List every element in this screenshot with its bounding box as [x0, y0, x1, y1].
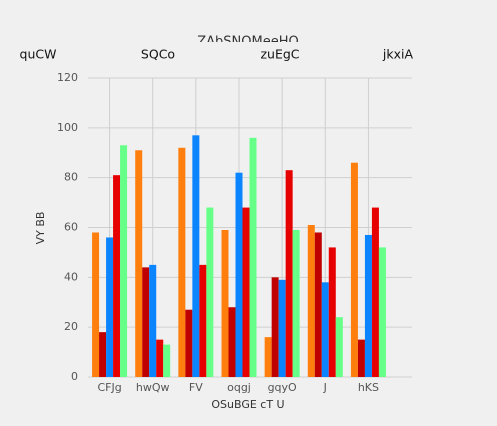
legend-label: SQCo	[141, 47, 175, 62]
bar	[321, 282, 329, 377]
x-tick-label: FV	[189, 381, 203, 394]
bar	[106, 237, 114, 377]
bar	[221, 229, 229, 377]
bar	[149, 264, 157, 377]
legend-label: quCW	[20, 47, 57, 62]
bar	[199, 264, 207, 377]
bar	[228, 307, 236, 377]
bar	[278, 279, 286, 377]
x-tick-label: CFJg	[97, 381, 121, 394]
bar	[314, 232, 322, 377]
y-axis-label: VY BB	[34, 212, 47, 245]
bar	[235, 172, 243, 377]
bar	[292, 229, 300, 377]
bar	[163, 344, 171, 377]
bar	[135, 150, 143, 377]
bar	[156, 339, 164, 377]
bar	[249, 137, 257, 377]
x-tick-label: gqyO	[268, 381, 297, 394]
bar	[285, 170, 293, 377]
bar	[307, 225, 315, 377]
bar	[142, 267, 150, 377]
bar	[192, 135, 200, 377]
chart-title: ZAbSNQMeeHQ	[197, 35, 298, 50]
bar	[113, 175, 121, 377]
x-tick-label: oqgj	[227, 381, 251, 394]
y-tick-label: 40	[64, 270, 78, 283]
bar	[364, 234, 372, 377]
y-tick-label: 100	[57, 121, 78, 134]
legend-label: jkxiA	[382, 47, 414, 62]
y-tick-label: 0	[71, 370, 78, 383]
x-tick-label: J	[323, 381, 327, 394]
bar	[178, 147, 186, 377]
x-tick-label: hKS	[358, 381, 379, 394]
bar	[271, 277, 279, 377]
bar	[357, 339, 365, 377]
bar	[378, 247, 386, 377]
bar	[99, 332, 107, 377]
x-tick-label: hwQw	[136, 381, 170, 394]
bar	[185, 309, 193, 377]
bar	[350, 162, 358, 377]
bar	[92, 232, 100, 377]
bar	[242, 207, 250, 377]
bar	[264, 337, 272, 377]
y-tick-label: 60	[64, 221, 78, 234]
y-tick-label: 80	[64, 171, 78, 184]
legend-label: zuEgC	[260, 47, 299, 62]
bar	[335, 317, 343, 377]
y-tick-label: 20	[64, 320, 78, 333]
bar	[328, 247, 336, 377]
bar	[206, 207, 214, 377]
bar	[371, 207, 379, 377]
x-axis-label: OSuBGE cT U	[211, 398, 284, 411]
y-tick-label: 120	[57, 71, 78, 84]
bar	[120, 145, 128, 377]
